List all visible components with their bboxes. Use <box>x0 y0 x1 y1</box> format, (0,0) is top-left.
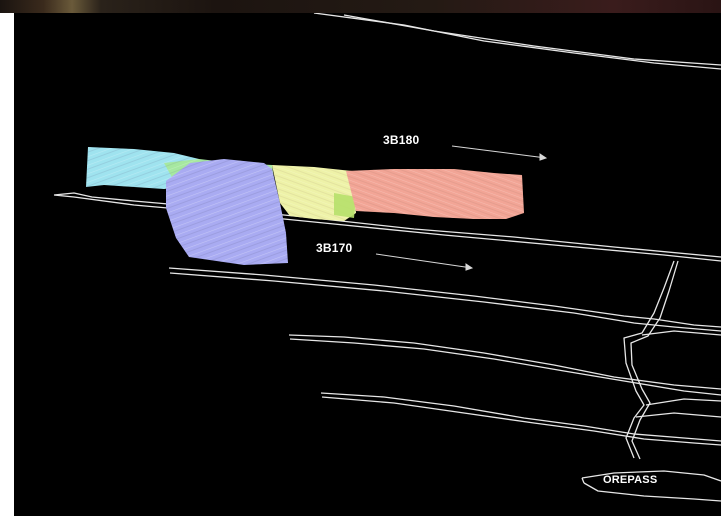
orepass-branch <box>635 330 721 418</box>
left-margin <box>0 13 14 516</box>
level-arrows <box>375 145 548 271</box>
orepass-label: OREPASS <box>603 474 658 486</box>
drive-top-line-2 <box>343 14 721 66</box>
stope-solids <box>86 147 524 265</box>
drive-3b170-outline <box>168 267 721 332</box>
orepass-outline <box>581 470 721 502</box>
mine-3d-viewport[interactable]: 3B180 3B170 OREPASS <box>14 13 721 516</box>
level-label-3b170: 3B170 <box>316 241 353 255</box>
drive-lower-1 <box>288 334 721 396</box>
arrow-3b170 <box>375 253 473 269</box>
arrowhead-3b170 <box>465 263 474 271</box>
arrow-3b180 <box>451 145 547 159</box>
arrowhead-3b180 <box>539 153 548 161</box>
drive-outlines <box>53 13 721 502</box>
mine-model-svg <box>53 13 721 502</box>
orepass-raise <box>623 260 679 460</box>
level-label-3b180: 3B180 <box>383 133 420 147</box>
top-photo-strip <box>0 0 721 13</box>
drive-lower-2 <box>320 392 721 446</box>
